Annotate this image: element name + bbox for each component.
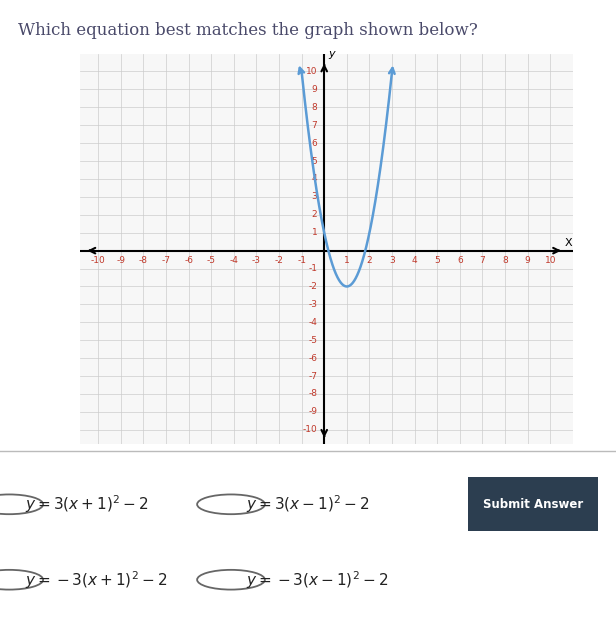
Text: -8: -8: [139, 256, 148, 265]
Text: -7: -7: [161, 256, 171, 265]
Text: 1: 1: [344, 256, 350, 265]
Text: -2: -2: [275, 256, 283, 265]
Text: -1: -1: [297, 256, 306, 265]
FancyBboxPatch shape: [468, 478, 598, 531]
Text: 9: 9: [312, 85, 317, 94]
Text: X: X: [564, 238, 572, 248]
Text: 2: 2: [312, 210, 317, 219]
Text: 7: 7: [480, 256, 485, 265]
Text: 3: 3: [312, 192, 317, 202]
Text: $y = 3(x - 1)^2 - 2$: $y = 3(x - 1)^2 - 2$: [246, 493, 370, 515]
Text: $y = -3(x + 1)^2 - 2$: $y = -3(x + 1)^2 - 2$: [25, 569, 167, 590]
Text: 5: 5: [312, 156, 317, 166]
Text: y: y: [329, 49, 335, 59]
Text: 2: 2: [367, 256, 372, 265]
Text: 4: 4: [412, 256, 418, 265]
Text: -2: -2: [309, 282, 317, 291]
Text: -8: -8: [309, 389, 317, 399]
Text: $y = 3(x + 1)^2 - 2$: $y = 3(x + 1)^2 - 2$: [25, 493, 148, 515]
Text: Submit Answer: Submit Answer: [483, 498, 583, 511]
Text: -6: -6: [309, 353, 317, 363]
Text: 5: 5: [434, 256, 440, 265]
Text: -9: -9: [116, 256, 125, 265]
Text: -4: -4: [309, 318, 317, 327]
Text: 6: 6: [457, 256, 463, 265]
Text: -7: -7: [309, 372, 317, 381]
Text: 10: 10: [545, 256, 556, 265]
Text: -3: -3: [252, 256, 261, 265]
Text: -4: -4: [229, 256, 238, 265]
Text: 8: 8: [312, 103, 317, 112]
Text: 4: 4: [312, 175, 317, 183]
Text: -9: -9: [309, 408, 317, 416]
Text: -10: -10: [302, 425, 317, 434]
Text: 10: 10: [306, 67, 317, 76]
Text: -10: -10: [91, 256, 105, 265]
Text: -6: -6: [184, 256, 193, 265]
Text: Which equation best matches the graph shown below?: Which equation best matches the graph sh…: [18, 22, 478, 39]
Text: 1: 1: [312, 228, 317, 238]
Text: 3: 3: [389, 256, 395, 265]
Text: -3: -3: [309, 300, 317, 309]
Text: -5: -5: [309, 336, 317, 345]
Text: 7: 7: [312, 121, 317, 130]
Text: 8: 8: [502, 256, 508, 265]
Text: -5: -5: [207, 256, 216, 265]
Text: 9: 9: [525, 256, 530, 265]
Text: -1: -1: [309, 264, 317, 273]
Text: 6: 6: [312, 139, 317, 147]
Text: $y = -3(x - 1)^2 - 2$: $y = -3(x - 1)^2 - 2$: [246, 569, 389, 590]
